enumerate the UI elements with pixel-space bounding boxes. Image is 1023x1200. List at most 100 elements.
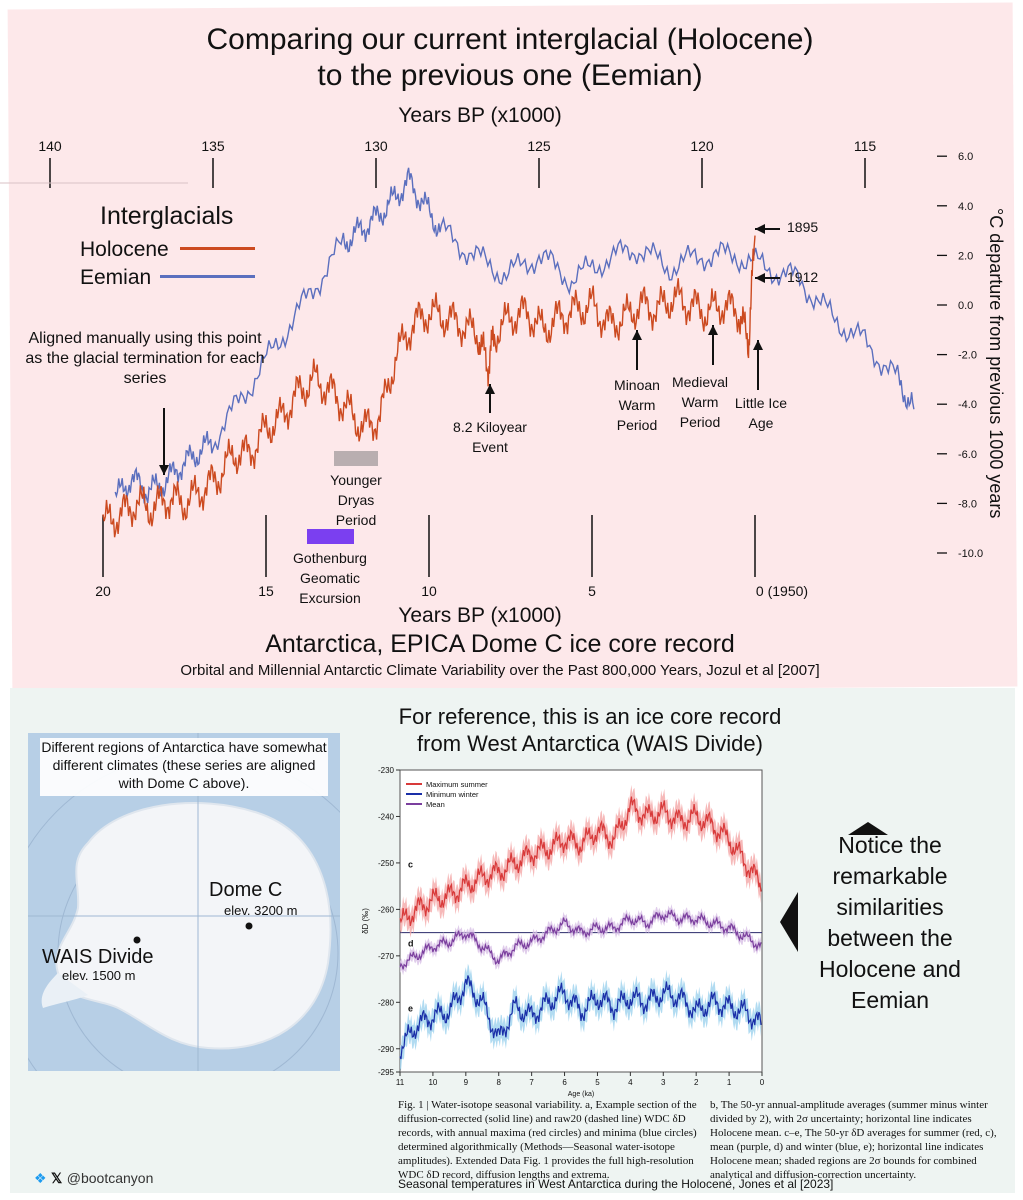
title-line-1: Comparing our current interglacial (Holo… (206, 23, 814, 56)
wais-series-line (399, 909, 762, 970)
y-axis-tick-label: -10.0 (958, 548, 983, 560)
wais-x-tick-label: 1 (727, 1078, 732, 1087)
wais-panel-label: c (408, 860, 413, 870)
notice-line: remarkable (832, 863, 948, 889)
wais-y-axis-label: δD (‰) (361, 908, 370, 934)
source-subtitle: Orbital and Millennial Antarctic Climate… (180, 662, 820, 679)
arrow-1912-head (755, 273, 765, 283)
arrow-kiloyear-head (485, 384, 495, 394)
top-axis-tick-label: 120 (690, 138, 714, 154)
eemian-series-line (114, 167, 915, 504)
wais-series-line (399, 796, 762, 927)
bottom-axis-tick-label: 0 (1950) (756, 583, 808, 599)
y-axis-tick-label: 6.0 (958, 151, 973, 163)
wais-x-tick-label: 11 (396, 1078, 405, 1087)
wais-x-tick-label: 8 (497, 1078, 502, 1087)
legend-holocene-label: Holocene (80, 238, 169, 261)
arrow-medieval-head (708, 325, 718, 335)
annotation-aligned: Aligned manually using this point as the… (25, 330, 265, 387)
bottom-axis-tick-label: 10 (421, 583, 437, 599)
wais-x-axis-label: Age (ka) (568, 1091, 594, 1098)
wais-x-tick-label: 0 (760, 1078, 765, 1087)
figure-caption-right: b, The 50-yr annual-amplitude averages (… (710, 1099, 997, 1181)
wais-y-tick-label: -295 (378, 1068, 395, 1077)
annotation-younger-dryas: Younger Dryas Period (330, 472, 382, 528)
annotation-little-ice-age: Little Ice Age (734, 395, 788, 431)
top-axis-tick-label: 140 (38, 138, 62, 154)
wais-y-tick-label: -270 (378, 952, 395, 961)
wais-x-tick-label: 5 (595, 1078, 600, 1087)
wais-x-tick-label: 3 (661, 1078, 666, 1087)
footer-source: Seasonal temperatures in West Antarctica… (398, 1177, 834, 1191)
wais-x-tick-label: 7 (529, 1078, 534, 1087)
wais-panel-label: e (408, 1004, 413, 1014)
y-axis-tick-label: -4.0 (958, 399, 977, 411)
page-title: Comparing our current interglacial (Holo… (150, 22, 870, 94)
notice-line: similarities (836, 894, 944, 920)
wais-y-tick-label: -290 (378, 1045, 395, 1054)
wais-y-tick-label: -280 (378, 998, 395, 1007)
map-dome-c-label: Dome C (209, 879, 283, 901)
annotation-medieval: Medieval Warm Period (671, 374, 729, 430)
legend-holocene-swatch (180, 247, 255, 250)
map-dome-c-elevation: elev. 3200 m (224, 903, 298, 918)
y-axis-tick-label: 0.0 (958, 300, 973, 312)
bottom-axis-title: Years BP (x1000) (398, 604, 562, 627)
holocene-series-line (102, 235, 756, 538)
top-axis-title: Years BP (x1000) (398, 104, 562, 127)
gothenburg-bar (307, 529, 354, 544)
wais-series-line (399, 975, 762, 1060)
y-axis-tick-label: -8.0 (958, 498, 977, 510)
antarctica-map-graphic (28, 733, 340, 1071)
reference-title-line-2: from West Antarctica (WAIS Divide) (417, 731, 763, 756)
notice-line: between the (827, 925, 953, 951)
wais-x-tick-label: 6 (562, 1078, 567, 1087)
top-axis-tick-label: 115 (854, 138, 877, 154)
annotation-gothenburg: Gothenburg Geomatic Excursion (293, 550, 367, 606)
y-axis-tick-label: -6.0 (958, 449, 977, 461)
annotation-1895: 1895 (787, 219, 819, 235)
wais-y-tick-label: -260 (378, 905, 395, 914)
wais-legend-label: Mean (426, 800, 445, 809)
annotation-1912: 1912 (787, 269, 819, 285)
notice-text: Notice the remarkable similarities betwe… (800, 830, 980, 1016)
reference-title-line-1: For reference, this is an ice core recor… (398, 704, 782, 729)
notice-line: Eemian (851, 987, 929, 1013)
y-axis-tick-label: 4.0 (958, 201, 973, 213)
arrow-minoan-head (632, 330, 642, 340)
top-axis-tick-label: 130 (364, 138, 388, 154)
figure-caption-left: Fig. 1 | Water-isotope seasonal variabil… (398, 1099, 697, 1181)
footer-handle-text: @bootcanyon (66, 1170, 154, 1186)
y-axis-tick-label: -2.0 (958, 350, 977, 362)
bottom-axis-tick-label: 20 (95, 583, 111, 599)
wais-panel-label: d (408, 939, 414, 949)
wais-x-tick-label: 9 (464, 1078, 469, 1087)
notice-arrows (780, 822, 888, 952)
legend-eemian-swatch (160, 275, 255, 278)
wais-y-tick-label: -230 (378, 766, 395, 775)
ice-core-chart: 140 135 130 125 120 115 20 15 10 5 0 (1950) 6.0 4.0 2… (0, 138, 983, 599)
bottom-axis-tick-label: 15 (258, 583, 274, 599)
wais-x-tick-label: 10 (428, 1078, 437, 1087)
footer-handle[interactable]: ❖ 𝕏 @bootcanyon (34, 1170, 153, 1188)
map-note: Different regions of Antarctica have som… (40, 738, 328, 796)
notice-line: Holocene and (819, 956, 961, 982)
title-line-2: to the previous one (Eemian) (317, 59, 703, 92)
annotation-minoan: Minoan Warm Period (614, 377, 660, 433)
wais-x-tick-label: 4 (628, 1078, 633, 1087)
wais-series-band (400, 904, 761, 976)
twitter-bird-icon: ❖ (34, 1170, 47, 1186)
younger-dryas-bar (334, 451, 378, 466)
legend-eemian-label: Eemian (80, 266, 152, 289)
arrow-up-icon (848, 822, 888, 835)
wais-y-tick-label: -240 (378, 812, 395, 821)
arrow-aligned-head (159, 465, 169, 475)
map-wais-elevation: elev. 1500 m (62, 968, 136, 983)
wais-legend-label: Minimum winter (426, 790, 479, 799)
arrow-1895-head (755, 224, 765, 234)
legend-title: Interglacials (100, 202, 234, 230)
y-axis-tick-label: 2.0 (958, 250, 973, 262)
source-title: Antarctica, EPICA Dome C ice core record (265, 630, 735, 658)
wais-y-tick-label: -250 (378, 859, 395, 868)
